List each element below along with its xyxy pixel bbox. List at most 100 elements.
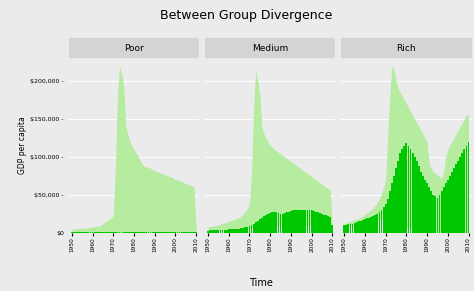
Bar — [393, 176, 395, 233]
Bar — [354, 223, 356, 233]
Bar — [323, 214, 325, 233]
Bar — [327, 216, 329, 233]
Bar — [391, 183, 393, 233]
Bar — [467, 142, 469, 233]
Bar — [222, 230, 223, 233]
Bar — [426, 183, 428, 233]
Bar — [343, 225, 345, 233]
Bar — [309, 210, 310, 233]
Text: Poor: Poor — [124, 44, 144, 52]
Bar — [372, 216, 374, 233]
Bar — [234, 229, 236, 233]
Bar — [232, 229, 234, 233]
Bar — [219, 230, 221, 233]
Bar — [242, 228, 244, 233]
Bar — [438, 195, 440, 233]
Bar — [294, 210, 296, 233]
Bar — [451, 172, 453, 233]
Bar — [278, 213, 279, 233]
Bar — [428, 187, 430, 233]
Bar — [397, 161, 399, 233]
Bar — [465, 146, 467, 233]
Bar — [358, 221, 360, 233]
Bar — [418, 166, 420, 233]
Bar — [331, 225, 333, 233]
Bar — [453, 168, 455, 233]
Bar — [443, 187, 445, 233]
Bar — [459, 157, 461, 233]
Bar — [255, 222, 256, 233]
Bar — [230, 229, 232, 233]
Bar — [385, 204, 387, 233]
Bar — [304, 210, 306, 233]
Bar — [379, 212, 380, 233]
Bar — [329, 217, 331, 233]
Bar — [313, 211, 315, 233]
Bar — [282, 214, 283, 233]
Bar — [461, 153, 463, 233]
Bar — [416, 161, 418, 233]
Bar — [259, 219, 261, 233]
Bar — [424, 180, 426, 233]
Bar — [325, 215, 327, 233]
Bar — [228, 230, 230, 233]
Bar — [310, 210, 312, 233]
Bar — [449, 176, 451, 233]
Bar — [301, 210, 302, 233]
Bar — [319, 213, 321, 233]
Bar — [414, 157, 416, 233]
Bar — [236, 229, 238, 233]
Bar — [317, 212, 319, 233]
Bar — [430, 191, 432, 233]
Bar — [403, 146, 405, 233]
Bar — [213, 230, 215, 233]
Bar — [411, 153, 413, 233]
Bar — [432, 195, 434, 233]
Bar — [269, 213, 271, 233]
Bar — [374, 215, 376, 233]
Bar — [347, 224, 349, 233]
Bar — [381, 210, 383, 233]
Bar — [248, 226, 250, 233]
Bar — [245, 228, 246, 233]
Bar — [321, 214, 323, 233]
Bar — [280, 214, 282, 233]
Bar — [298, 210, 300, 233]
Bar — [238, 229, 240, 233]
Bar — [360, 221, 362, 233]
Bar — [457, 161, 459, 233]
Bar — [271, 212, 273, 233]
Bar — [288, 212, 290, 233]
Bar — [366, 218, 368, 233]
Bar — [420, 172, 422, 233]
Bar — [290, 211, 292, 233]
Bar — [352, 224, 354, 233]
Bar — [422, 176, 424, 233]
Bar — [296, 210, 298, 233]
Bar — [207, 230, 209, 233]
Bar — [399, 153, 401, 233]
Bar — [437, 198, 438, 233]
Bar — [315, 212, 317, 233]
Bar — [286, 212, 288, 233]
Bar — [383, 207, 384, 233]
Y-axis label: GDP per capita: GDP per capita — [18, 117, 27, 174]
Bar — [284, 213, 286, 233]
Bar — [410, 149, 411, 233]
Bar — [376, 214, 378, 233]
Bar — [405, 143, 407, 233]
Bar — [275, 212, 277, 233]
Bar — [408, 146, 410, 233]
Bar — [349, 224, 351, 233]
Bar — [435, 196, 436, 233]
Bar — [389, 191, 391, 233]
Bar — [263, 216, 265, 233]
Bar — [362, 220, 364, 233]
Bar — [356, 222, 357, 233]
Bar — [211, 230, 213, 233]
Bar — [267, 214, 269, 233]
Bar — [246, 227, 248, 233]
Bar — [265, 214, 267, 233]
Bar — [253, 224, 255, 233]
Bar — [445, 183, 447, 233]
